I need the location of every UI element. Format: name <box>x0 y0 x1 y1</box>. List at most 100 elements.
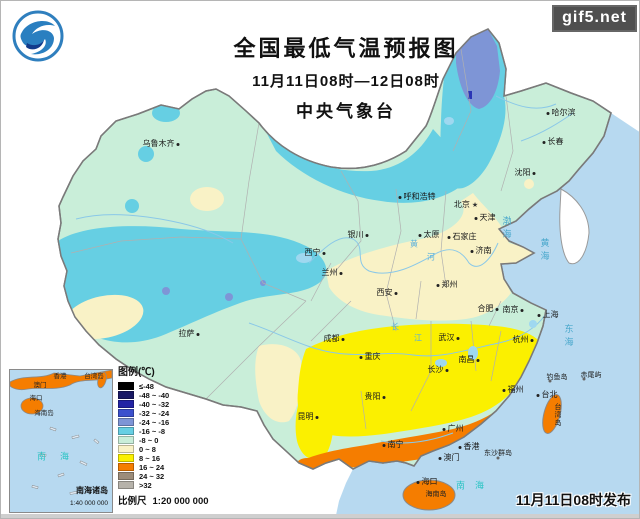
city-label: 郑州 <box>441 280 458 289</box>
city-dot-icon <box>445 368 449 372</box>
city-marker: 银川 <box>348 231 369 239</box>
map-scale: 比例尺 1:20 000 000 <box>118 493 213 507</box>
city-label: 昆明 <box>297 412 314 421</box>
island-label: 东沙群岛 <box>484 450 512 457</box>
city-label: 澳门 <box>443 453 460 462</box>
publish-time: 11月11日08时发布 <box>515 492 631 508</box>
city-label: 海口 <box>421 477 438 486</box>
legend-range-label: 0 ~ 8 <box>139 444 156 454</box>
capital-star-icon: ★ <box>471 201 479 209</box>
city-marker: 太原 <box>418 230 440 239</box>
national-border <box>57 28 612 470</box>
city-marker: 乌鲁木齐 <box>143 140 180 148</box>
city-dot-icon <box>542 140 546 144</box>
watermark-badge: gif5.net <box>552 5 637 32</box>
legend-title: 图例(℃) <box>118 367 155 378</box>
legend-item: 16 ~ 24 <box>118 463 213 472</box>
legend-swatch <box>118 391 134 399</box>
city-label: 台北 <box>541 390 558 399</box>
city-label: 太原 <box>423 230 440 239</box>
legend: 图例(℃) ≤-48 -48 ~ -40 -40 ~ -32 -32 ~ -24 -24… <box>118 363 213 507</box>
city-label: 长春 <box>547 137 564 146</box>
city-marker: 南昌 <box>459 356 480 364</box>
inset-map-shapes <box>10 370 112 495</box>
legend-swatch <box>118 409 134 417</box>
chiwei-island-dot <box>582 377 586 381</box>
city-dot-icon <box>418 233 422 237</box>
city-label: 广州 <box>447 424 464 433</box>
city-marker: 哈尔滨 <box>546 109 576 117</box>
legend-swatch <box>118 418 134 426</box>
city-marker: 天津 <box>474 214 496 222</box>
city-dot-icon <box>458 445 462 449</box>
diaoyu-island-dot <box>548 379 552 383</box>
taiwan-island <box>542 394 562 434</box>
city-dot-icon <box>339 271 343 275</box>
legend-item: -40 ~ -32 <box>118 399 213 409</box>
legend-swatch <box>118 481 134 489</box>
legend-range-label: 8 ~ 16 <box>139 453 161 463</box>
city-label: 南京 <box>502 305 519 314</box>
city-label: 乌鲁木齐 <box>142 139 175 148</box>
legend-item: -8 ~ 0 <box>118 436 213 445</box>
city-dot-icon <box>416 480 420 484</box>
city-dot-icon <box>456 336 460 340</box>
sea-label: 渤海 <box>501 216 512 242</box>
inset-sea-label: 南海 <box>36 451 84 462</box>
city-marker: 香港 <box>458 443 480 451</box>
city-marker: 上海 <box>537 311 559 319</box>
legend-swatch <box>118 427 134 435</box>
legend-range-label: -40 ~ -32 <box>139 399 170 409</box>
legend-item: 8 ~ 16 <box>118 453 213 463</box>
city-marker: 南宁 <box>382 441 404 449</box>
city-dot-icon <box>476 358 480 362</box>
river-label: 河 <box>427 252 435 262</box>
city-dot-icon <box>546 111 550 115</box>
island-label: 海南岛 <box>425 491 447 498</box>
page-title: 全国最低气温预报图 <box>233 36 459 61</box>
city-label: 拉萨 <box>178 329 195 338</box>
legend-range-label: 24 ~ 32 <box>139 471 165 481</box>
city-marker: 合肥 <box>478 305 499 313</box>
korea-landmass <box>559 188 590 265</box>
city-marker: 广州 <box>442 424 464 433</box>
legend-range-label: -48 ~ -40 <box>139 390 170 400</box>
city-label: 西安 <box>376 288 393 297</box>
inset-map-south-china-sea: 香港 澳门 台湾岛 海口 海南岛 南海 南海诸岛 1:40 000 000 <box>9 369 113 513</box>
city-dot-icon <box>447 235 451 239</box>
city-marker: 沈阳 <box>515 169 536 177</box>
city-dot-icon <box>532 171 536 175</box>
inset-place-label: 澳门 <box>33 382 47 389</box>
legend-range-label: >32 <box>139 480 152 490</box>
legend-swatch <box>118 436 134 444</box>
sea-label: 南海 <box>455 480 495 491</box>
city-marker: 西宁 <box>305 249 326 257</box>
city-marker: 石家庄 <box>447 232 477 241</box>
city-label: 重庆 <box>364 352 381 361</box>
city-marker: 重庆 <box>359 352 381 361</box>
island-label: 赤尾屿 <box>580 372 602 379</box>
city-label: 石家庄 <box>452 232 477 241</box>
legend-range-label: -24 ~ -16 <box>139 417 170 427</box>
sea-label: 东海 <box>563 324 574 350</box>
city-label: 兰州 <box>321 268 338 277</box>
city-marker: 福州 <box>502 386 524 394</box>
legend-swatch <box>118 382 134 390</box>
city-marker: 贵阳 <box>365 393 386 401</box>
scale-value: 1:20 000 000 <box>152 496 209 507</box>
city-dot-icon <box>176 142 180 146</box>
city-dot-icon <box>442 427 446 431</box>
sea-label: 黄海 <box>539 238 550 264</box>
legend-swatch <box>118 463 134 471</box>
island-label: 台湾岛 <box>554 403 561 427</box>
inset-title: 南海诸岛 <box>76 486 108 495</box>
city-dot-icon <box>341 337 345 341</box>
city-label: 武汉 <box>438 333 455 342</box>
city-dot-icon <box>495 307 499 311</box>
city-dot-icon <box>315 415 319 419</box>
river-label: 江 <box>414 333 422 343</box>
city-marker: 呼和浩特 <box>398 193 436 201</box>
city-label: 贵阳 <box>364 392 381 401</box>
legend-item: >32 <box>118 480 213 490</box>
